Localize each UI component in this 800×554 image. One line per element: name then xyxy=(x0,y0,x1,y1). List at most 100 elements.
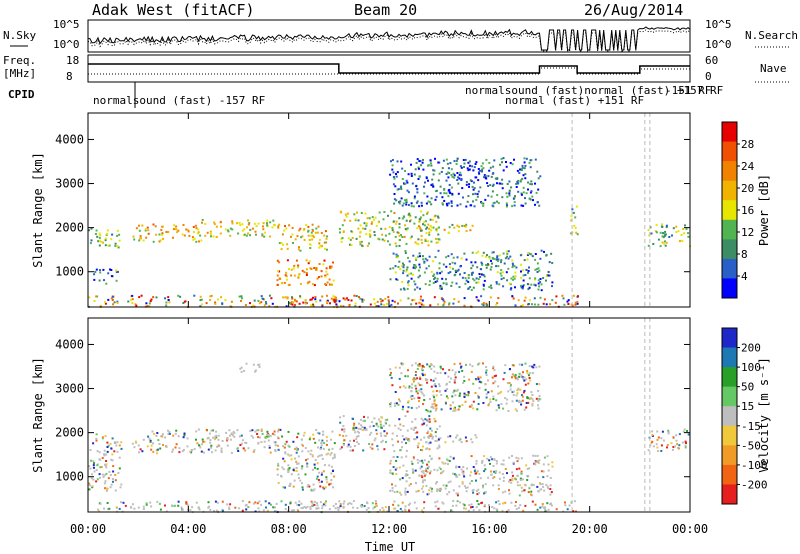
power-cell xyxy=(472,277,475,280)
velocity-cell xyxy=(96,478,99,481)
velocity-cell xyxy=(251,429,254,432)
power-cell xyxy=(443,192,446,195)
power-cell xyxy=(254,230,257,233)
power-cell xyxy=(402,266,405,269)
power-cell xyxy=(468,160,471,163)
power-cell xyxy=(344,298,347,301)
velocity-cell xyxy=(434,385,437,388)
velocity-cell xyxy=(523,376,526,379)
velocity-cell xyxy=(438,383,441,386)
power-cell xyxy=(465,183,468,186)
power-cell xyxy=(460,257,463,260)
power-cell xyxy=(284,296,287,299)
velocity-cell xyxy=(114,489,117,492)
power-cell xyxy=(549,303,552,306)
power-cell xyxy=(506,279,509,282)
velocity-cell xyxy=(105,460,108,462)
power-cell xyxy=(521,269,524,272)
velocity-cell xyxy=(209,439,212,441)
velocity-cell xyxy=(428,365,431,368)
velocity-cell xyxy=(352,428,354,431)
power-cell xyxy=(381,238,384,241)
power-cell xyxy=(354,305,357,308)
velocity-cell xyxy=(518,401,520,404)
power-cell xyxy=(482,284,485,287)
power-cell xyxy=(402,269,405,272)
power-cell xyxy=(331,283,333,286)
power-cell xyxy=(563,303,566,306)
velocity-cell xyxy=(492,382,495,385)
velocity-cell xyxy=(104,464,107,467)
power-cell xyxy=(418,301,421,304)
power-cell xyxy=(229,227,232,230)
velocity-cell xyxy=(461,482,464,485)
velocity-cell xyxy=(332,486,334,489)
power-cell xyxy=(167,231,170,233)
power-cell xyxy=(402,272,405,275)
power-cell xyxy=(430,229,433,232)
power-cell xyxy=(340,240,343,243)
velocity-cell xyxy=(118,507,121,510)
colorbar-tick-label: 12 xyxy=(741,226,754,239)
power-cell xyxy=(410,202,413,205)
power-cell xyxy=(89,242,92,245)
velocity-cell xyxy=(313,503,316,506)
x-tick-label: 08:00 xyxy=(271,522,307,536)
velocity-cell xyxy=(531,365,534,368)
velocity-cell xyxy=(389,403,392,405)
velocity-cell xyxy=(667,429,670,432)
velocity-cell xyxy=(425,468,427,471)
velocity-cell xyxy=(405,470,408,472)
velocity-cell xyxy=(462,473,465,476)
power-cell xyxy=(359,297,362,300)
velocity-cell xyxy=(181,508,184,511)
velocity-cell xyxy=(516,409,518,412)
velocity-cell xyxy=(452,401,455,404)
power-cell xyxy=(98,232,101,235)
power-cell xyxy=(442,282,445,285)
colorbar-swatch xyxy=(722,258,737,279)
velocity-cell xyxy=(460,365,463,368)
power-cell xyxy=(508,189,511,192)
velocity-cell xyxy=(403,438,406,441)
velocity-cell xyxy=(500,403,503,405)
power-cell xyxy=(293,274,296,277)
power-cell xyxy=(373,298,376,301)
power-cell xyxy=(496,302,499,305)
power-cell xyxy=(486,304,489,307)
velocity-cell xyxy=(374,500,377,503)
velocity-cell xyxy=(282,457,285,460)
power-cell xyxy=(530,190,533,193)
power-cell xyxy=(282,243,285,246)
power-cell xyxy=(249,302,251,305)
velocity-cell xyxy=(423,399,426,401)
power-cell xyxy=(93,278,96,281)
nave-tick-high: 60 xyxy=(705,54,718,67)
power-cell xyxy=(321,295,324,298)
power-cell xyxy=(413,222,416,225)
velocity-cell xyxy=(478,362,481,365)
power-cell xyxy=(468,164,471,167)
power-cell xyxy=(362,227,365,230)
power-cell xyxy=(138,239,141,242)
power-cell xyxy=(437,303,440,306)
velocity-cell xyxy=(407,369,409,372)
velocity-cell xyxy=(358,431,360,434)
power-colorbar-label: Power [dB] xyxy=(757,174,771,246)
velocity-cell xyxy=(331,457,334,460)
power-cell xyxy=(531,255,534,258)
velocity-cell xyxy=(484,468,487,471)
power-cell xyxy=(309,247,312,249)
power-cell xyxy=(510,277,513,280)
power-cell xyxy=(501,178,504,181)
power-cell xyxy=(463,297,466,300)
power-cell xyxy=(423,192,426,195)
power-cell xyxy=(574,216,577,219)
power-cell xyxy=(284,225,286,228)
velocity-cell xyxy=(317,446,320,449)
power-cell xyxy=(177,229,180,232)
velocity-cell xyxy=(253,449,256,452)
power-cell xyxy=(401,262,404,265)
power-cell xyxy=(451,194,454,197)
power-cell xyxy=(456,157,459,160)
